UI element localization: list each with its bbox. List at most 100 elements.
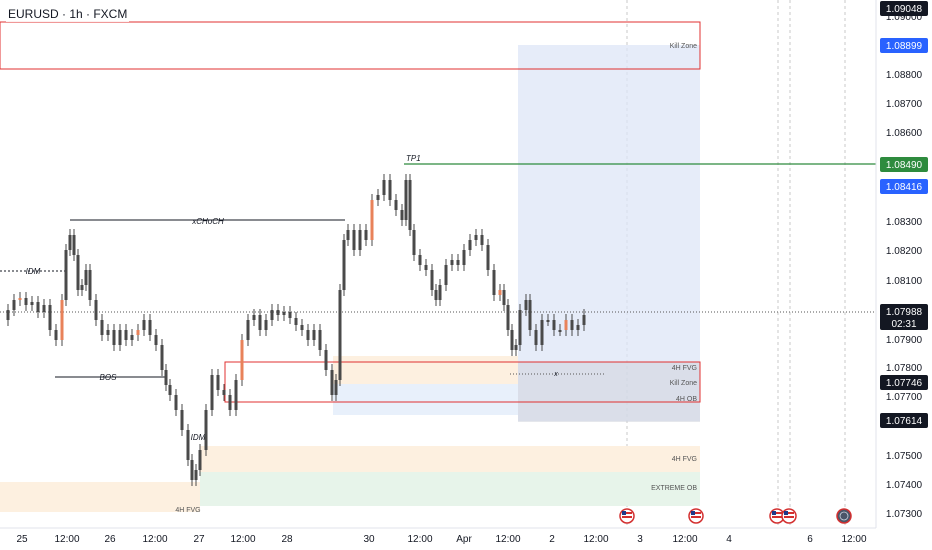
- extreme-ob-label: EXTREME OB: [651, 485, 697, 492]
- time-axis[interactable]: [0, 528, 932, 550]
- chart-pane[interactable]: [0, 0, 876, 528]
- candle-body: [106, 330, 110, 335]
- time-tick-label: 30: [363, 534, 375, 545]
- price-tick-label: 1.08100: [886, 276, 923, 287]
- fvg-4h-label: 4H FVG: [672, 365, 697, 372]
- price-label-kill-zone: [880, 38, 928, 53]
- candle-body: [142, 320, 146, 330]
- candle-body: [6, 310, 10, 320]
- time-tick-label: 12:00: [407, 534, 432, 545]
- candle-body: [528, 300, 532, 330]
- candle-body: [506, 305, 510, 330]
- candle-body: [376, 195, 380, 200]
- candle-body: [234, 380, 238, 410]
- candle-body: [462, 250, 466, 265]
- candle-body: [174, 395, 178, 410]
- ob-4h-fill: [333, 384, 518, 415]
- price-tick-label: 1.08200: [886, 246, 923, 257]
- fvg-4h-fill: [333, 356, 518, 384]
- symbol-title[interactable]: EURUSD · 1h · FXCM: [6, 6, 130, 22]
- candle-body: [294, 318, 298, 325]
- globe-icon[interactable]: [836, 508, 852, 524]
- kill-zone-box[interactable]: [518, 45, 700, 421]
- candle-body: [330, 370, 334, 395]
- candle-body: [12, 300, 16, 310]
- candle-body: [94, 300, 98, 320]
- candle-body: [502, 290, 506, 305]
- candle-body: [130, 335, 134, 340]
- candle-body: [210, 375, 214, 410]
- candle-body: [48, 305, 52, 330]
- candle-body: [404, 180, 408, 220]
- price-tick-label: 1.08300: [886, 217, 923, 228]
- fvg-4h-low-box[interactable]: [200, 446, 700, 472]
- time-tick-label: Apr: [456, 534, 472, 545]
- time-tick-label: 26: [104, 534, 116, 545]
- candle-body: [408, 180, 412, 230]
- candle-body: [100, 320, 104, 335]
- time-tick-label: 12:00: [495, 534, 520, 545]
- candle-body: [412, 230, 416, 255]
- candle-body: [576, 325, 580, 330]
- candle-body: [222, 390, 226, 395]
- tp-label: TP1: [406, 154, 421, 163]
- candle-body: [546, 320, 550, 322]
- candle-body: [36, 302, 40, 312]
- candle-body: [418, 255, 422, 265]
- candle-body: [498, 290, 502, 295]
- candle-body: [338, 290, 342, 380]
- candle-body: [76, 255, 80, 290]
- us-flag-icon[interactable]: [619, 508, 635, 524]
- candle-body: [444, 265, 448, 285]
- price-label-current-text: 1.07988: [886, 307, 923, 318]
- candle-body: [394, 200, 398, 210]
- candle-body: [364, 230, 368, 240]
- candle-body: [190, 460, 194, 480]
- candle-body: [400, 210, 404, 220]
- ob-4h-label: 4H OB: [676, 396, 697, 403]
- candle-body: [438, 285, 442, 300]
- time-tick-label: 6: [807, 534, 813, 545]
- candle-body: [370, 200, 374, 240]
- kill-zone-top-box[interactable]: [0, 21, 701, 70]
- candle-body: [18, 298, 22, 300]
- us-flag-icon[interactable]: [781, 508, 797, 524]
- xchoch-label: xCHoCH: [191, 217, 224, 226]
- price-tick-label: 1.07900: [886, 335, 923, 346]
- x-label: x: [553, 371, 558, 378]
- candle-body: [84, 270, 88, 285]
- candle-body: [148, 320, 152, 335]
- candle-body: [388, 180, 392, 200]
- candle-body: [160, 345, 164, 370]
- candle-body: [318, 330, 322, 350]
- price-label-entry-text: 1.08416: [886, 182, 923, 193]
- candle-body: [42, 305, 46, 312]
- fvg-4h-low-label: 4H FVG: [672, 456, 697, 463]
- candle-body: [228, 395, 232, 410]
- time-tick-label: 27: [193, 534, 205, 545]
- fvg-ob-border[interactable]: [224, 361, 701, 403]
- time-tick-label: 12:00: [142, 534, 167, 545]
- candle-body: [570, 320, 574, 330]
- extreme-ob-box[interactable]: [200, 472, 700, 506]
- candle-body: [194, 470, 198, 480]
- price-label-tp: [880, 157, 928, 172]
- candle-body: [24, 298, 28, 305]
- candle-body: [510, 330, 514, 350]
- candle-body: [558, 330, 562, 332]
- us-flag-icon[interactable]: [769, 508, 785, 524]
- candle-body: [54, 330, 58, 340]
- candle-body: [186, 430, 190, 460]
- candle-body: [118, 330, 122, 345]
- price-tick-label: 1.07700: [886, 392, 923, 403]
- candle-body: [524, 300, 528, 310]
- price-label-level-a-text: 1.07746: [886, 378, 923, 389]
- kill-zone-mid-label: Kill Zone: [670, 380, 697, 387]
- us-flag-icon[interactable]: [688, 508, 704, 524]
- candle-body: [112, 330, 116, 345]
- candle-body: [258, 315, 262, 330]
- time-tick-label: 12:00: [230, 534, 255, 545]
- price-axis[interactable]: [876, 0, 932, 528]
- candle-body: [382, 180, 386, 195]
